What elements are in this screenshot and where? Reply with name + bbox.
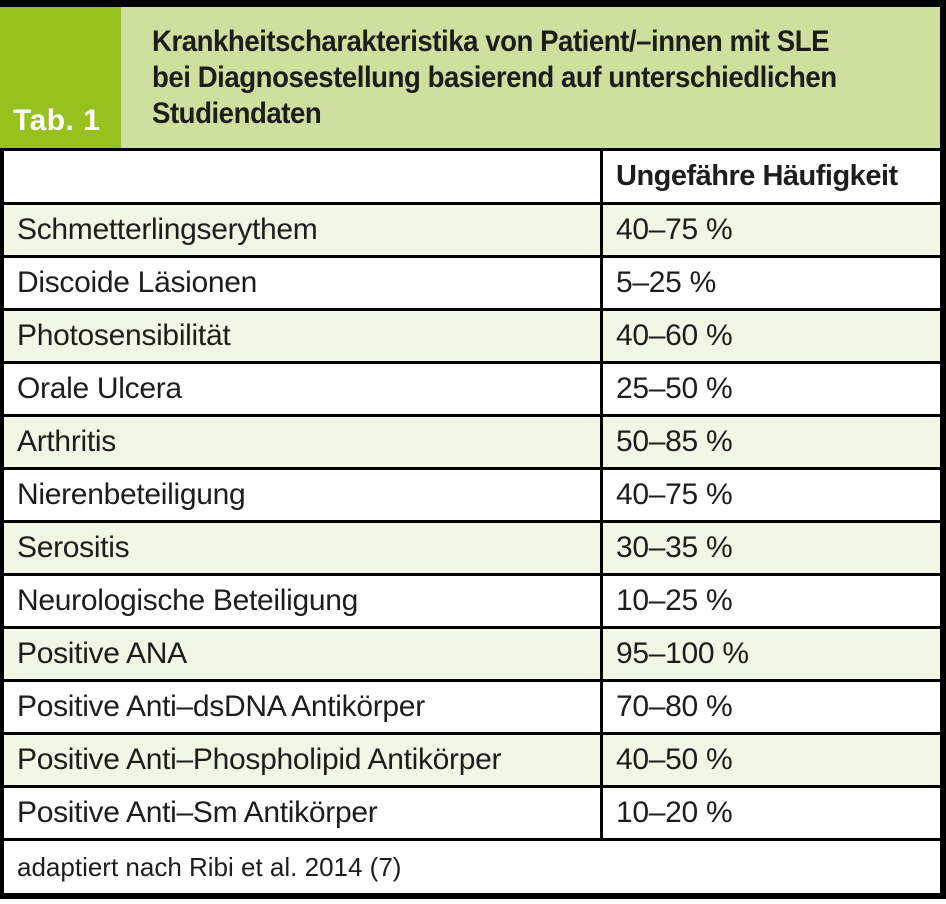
- frequency-cell: 40–50 %: [616, 743, 733, 776]
- table-row: Serositis 30–35 %: [4, 523, 940, 576]
- characteristic-cell: Positive Anti–Phospholipid Antikörper: [4, 735, 603, 785]
- figure-title-line: Studiendaten: [152, 96, 322, 130]
- frequency-cell: 40–60 %: [616, 319, 733, 352]
- table-row: Orale Ulcera 25–50 %: [4, 364, 940, 417]
- source-note: adaptiert nach Ribi et al. 2014 (7): [17, 851, 402, 882]
- frequency-cell: 25–50 %: [616, 372, 733, 405]
- frequency-cell: 40–75 %: [616, 213, 733, 246]
- figure-title-line: bei Diagnosestellung basierend auf unter…: [152, 60, 837, 94]
- frequency-cell: 95–100 %: [616, 637, 749, 670]
- table-row: Arthritis 50–85 %: [4, 417, 940, 470]
- characteristic-cell: Orale Ulcera: [4, 364, 603, 414]
- frequency-cell: 10–25 %: [616, 584, 733, 617]
- characteristic-cell: Arthritis: [4, 417, 603, 467]
- table-row: Photosensibilität 40–60 %: [4, 311, 940, 364]
- figure-title-line: Krankheitscharakteristika von Patient/–i…: [152, 24, 830, 58]
- table-row: Schmetterlingserythem 40–75 %: [4, 205, 940, 258]
- characteristic-cell: Positive Anti–dsDNA Antikörper: [4, 682, 603, 732]
- figure-title-area: Krankheitscharakteristika von Patient/–i…: [121, 7, 946, 148]
- table-row: Nierenbeteiligung 40–75 %: [4, 470, 940, 523]
- frequency-cell: 50–85 %: [616, 425, 733, 458]
- characteristic-column-header: [4, 151, 603, 202]
- table-row: Positive ANA 95–100 %: [4, 629, 940, 682]
- frequency-cell: 70–80 %: [616, 690, 733, 723]
- characteristic-cell: Positive ANA: [4, 629, 603, 679]
- frequency-cell: 5–25 %: [616, 266, 716, 299]
- table-row: Neurologische Beteiligung 10–25 %: [4, 576, 940, 629]
- table-row: Discoide Läsionen 5–25 %: [4, 258, 940, 311]
- tab-number-box: Tab. 1: [0, 7, 121, 148]
- characteristic-cell: Photosensibilität: [4, 311, 603, 361]
- table-row: Positive Anti–Phospholipid Antikörper 40…: [4, 735, 940, 788]
- characteristic-cell: Schmetterlingserythem: [4, 205, 603, 255]
- table-header-row: Ungefähre Häufigkeit: [4, 151, 940, 205]
- top-rule: [0, 0, 946, 7]
- frequency-cell: 30–35 %: [616, 531, 733, 564]
- characteristic-cell: Nierenbeteiligung: [4, 470, 603, 520]
- tab-number-label: Tab. 1: [13, 104, 101, 137]
- source-note-row: adaptiert nach Ribi et al. 2014 (7): [4, 841, 940, 893]
- figure-header-band: Tab. 1 Krankheitscharakteristika von Pat…: [0, 7, 946, 151]
- characteristic-cell: Serositis: [4, 523, 603, 573]
- table-row: Positive Anti–Sm Antikörper 10–20 %: [4, 788, 940, 841]
- characteristic-cell: Discoide Läsionen: [4, 258, 603, 308]
- characteristic-cell: Positive Anti–Sm Antikörper: [4, 788, 603, 838]
- frequency-cell: 10–20 %: [616, 796, 733, 829]
- sle-characteristics-table: Ungefähre Häufigkeit Schmetterlingseryth…: [0, 151, 946, 899]
- frequency-cell: 40–75 %: [616, 478, 733, 511]
- table-row: Positive Anti–dsDNA Antikörper 70–80 %: [4, 682, 940, 735]
- characteristic-cell: Neurologische Beteiligung: [4, 576, 603, 626]
- frequency-column-header: Ungefähre Häufigkeit: [616, 160, 898, 192]
